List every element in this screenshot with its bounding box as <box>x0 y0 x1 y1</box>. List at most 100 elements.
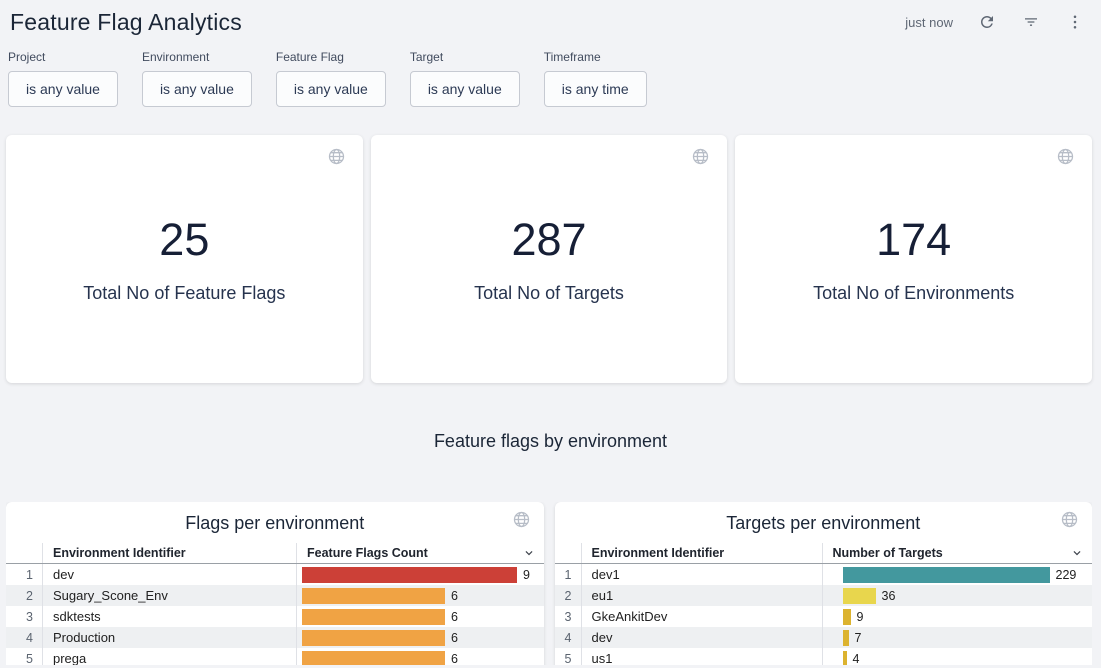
count-bar <box>842 566 1050 583</box>
table-row[interactable]: 5 prega 6 <box>6 648 544 665</box>
table-title: Flags per environment <box>185 513 365 533</box>
filter-label: Feature Flag <box>275 50 344 64</box>
filter-timeframe: Timeframe is any time <box>543 50 647 107</box>
row-index: 3 <box>564 609 572 624</box>
explore-globe-icon[interactable] <box>513 511 530 531</box>
count-value: 6 <box>451 588 458 603</box>
filter-label: Timeframe <box>543 50 601 64</box>
count-bar <box>302 566 517 583</box>
environment-identifier-cell: prega <box>42 648 296 665</box>
count-value: 6 <box>451 609 458 624</box>
stat-tile-targets: 287 Total No of Targets <box>370 135 728 383</box>
filter-chip-target[interactable]: is any value <box>409 71 520 107</box>
row-index: 2 <box>564 588 572 603</box>
table-title-row: Targets per environment <box>555 502 1093 543</box>
count-bar-cell: 9 <box>296 564 544 585</box>
explore-globe-icon[interactable] <box>692 148 709 168</box>
row-number-header <box>555 543 581 563</box>
environment-identifier-cell: GkeAnkitDev <box>580 606 822 627</box>
table-row[interactable]: 5 us1 4 <box>555 648 1093 665</box>
count-value: 6 <box>451 630 458 645</box>
chevron-down-icon[interactable] <box>522 546 536 563</box>
table-body: 1 dev1 229 2 eu1 36 3 GkeAnkitDev 9 4 de… <box>554 564 1093 665</box>
refresh-button[interactable] <box>977 12 997 32</box>
table-row[interactable]: 1 dev1 229 <box>555 564 1093 585</box>
column-header-feature-flags-count[interactable]: Feature Flags Count <box>296 543 534 563</box>
table-row[interactable]: 1 dev 9 <box>6 564 544 585</box>
count-value: 9 <box>856 609 864 624</box>
table-row[interactable]: 2 eu1 36 <box>554 585 1093 606</box>
stat-tiles-row: 25 Total No of Feature Flags 287 Total N… <box>0 107 1101 383</box>
count-value: 36 <box>881 588 896 603</box>
environment-identifier-cell: Production <box>42 627 296 648</box>
filter-project: Project is any value <box>8 50 118 107</box>
row-index: 1 <box>26 567 33 582</box>
row-index: 3 <box>26 609 33 624</box>
count-bar <box>842 587 876 604</box>
explore-globe-icon[interactable] <box>1057 148 1074 168</box>
page-title: Feature Flag Analytics <box>10 8 242 35</box>
environment-identifier-cell: dev <box>42 564 296 585</box>
chevron-down-icon[interactable] <box>1070 546 1084 563</box>
dashboard-header: Feature Flag Analytics just now <box>0 0 1101 36</box>
count-bar-cell: 6 <box>296 606 544 627</box>
count-value: 229 <box>1055 567 1077 582</box>
row-index: 2 <box>26 588 33 603</box>
count-bar-cell: 6 <box>296 627 544 648</box>
environment-identifier-cell: dev <box>580 627 822 648</box>
more-menu-button[interactable] <box>1065 12 1085 32</box>
dashboard-filters-button[interactable] <box>1021 12 1041 32</box>
environment-identifier-cell: sdktests <box>42 606 296 627</box>
table-title: Targets per environment <box>726 513 921 533</box>
column-header-environment-identifier[interactable]: Environment Identifier <box>580 543 822 563</box>
row-index: 1 <box>564 567 572 582</box>
table-header-row: Environment Identifier Feature Flags Cou… <box>6 543 544 564</box>
refresh-icon <box>981 16 993 28</box>
table-row[interactable]: 3 sdktests 6 <box>6 606 544 627</box>
count-bar-cell: 36 <box>821 585 1093 606</box>
row-index: 5 <box>26 651 33 666</box>
row-index: 4 <box>26 630 33 645</box>
count-bar-cell: 229 <box>821 564 1093 585</box>
column-header-number-of-targets[interactable]: Number of Targets <box>821 543 1083 563</box>
table-title-row: Flags per environment <box>6 502 544 543</box>
kebab-menu-icon <box>1073 15 1077 29</box>
environment-identifier-cell: Sugary_Scone_Env <box>42 585 296 606</box>
filter-feature-flag: Feature Flag is any value <box>275 50 386 107</box>
environment-identifier-cell: dev1 <box>580 564 822 585</box>
filter-label: Target <box>409 50 444 64</box>
count-value: 6 <box>451 651 458 666</box>
column-header-environment-identifier[interactable]: Environment Identifier <box>42 543 296 563</box>
explore-globe-icon[interactable] <box>1061 511 1078 531</box>
stat-label: Total No of Feature Flags <box>83 283 286 303</box>
count-value: 9 <box>523 567 530 582</box>
count-bar-cell: 4 <box>821 648 1093 665</box>
environment-identifier-cell: eu1 <box>580 585 822 606</box>
stat-value: 287 <box>511 214 587 265</box>
filter-chip-environment[interactable]: is any value <box>141 71 252 107</box>
filter-chip-feature-flag[interactable]: is any value <box>275 71 386 107</box>
count-value: 7 <box>854 630 862 645</box>
filter-chip-timeframe[interactable]: is any time <box>543 71 647 107</box>
section-title: Feature flags by environment <box>433 431 668 451</box>
targets-per-environment-tile: Targets per environment Environment Iden… <box>554 502 1093 665</box>
filter-label: Environment <box>141 50 210 64</box>
stat-value: 174 <box>876 214 952 265</box>
table-row[interactable]: 4 Production 6 <box>6 627 544 648</box>
table-body: 1 dev 9 2 Sugary_Scone_Env 6 3 sdktests … <box>6 564 544 665</box>
filter-environment: Environment is any value <box>141 50 252 107</box>
explore-globe-icon[interactable] <box>328 148 345 168</box>
table-header-row: Environment Identifier Number of Targets <box>554 543 1092 564</box>
tables-row: Flags per environment Environment Identi… <box>6 502 1092 665</box>
last-refresh-text: just now <box>905 14 953 30</box>
stat-value: 25 <box>159 214 210 265</box>
table-row[interactable]: 2 Sugary_Scone_Env 6 <box>6 585 544 606</box>
filter-bar: Project is any value Environment is any … <box>0 36 1101 107</box>
count-bar <box>302 587 445 604</box>
table-row[interactable]: 3 GkeAnkitDev 9 <box>555 606 1093 627</box>
stat-label: Total No of Targets <box>474 283 624 303</box>
filter-chip-project[interactable]: is any value <box>8 71 118 107</box>
table-row[interactable]: 4 dev 7 <box>554 627 1092 648</box>
count-bar <box>842 608 851 625</box>
stat-tile-feature-flags: 25 Total No of Feature Flags <box>6 135 363 383</box>
